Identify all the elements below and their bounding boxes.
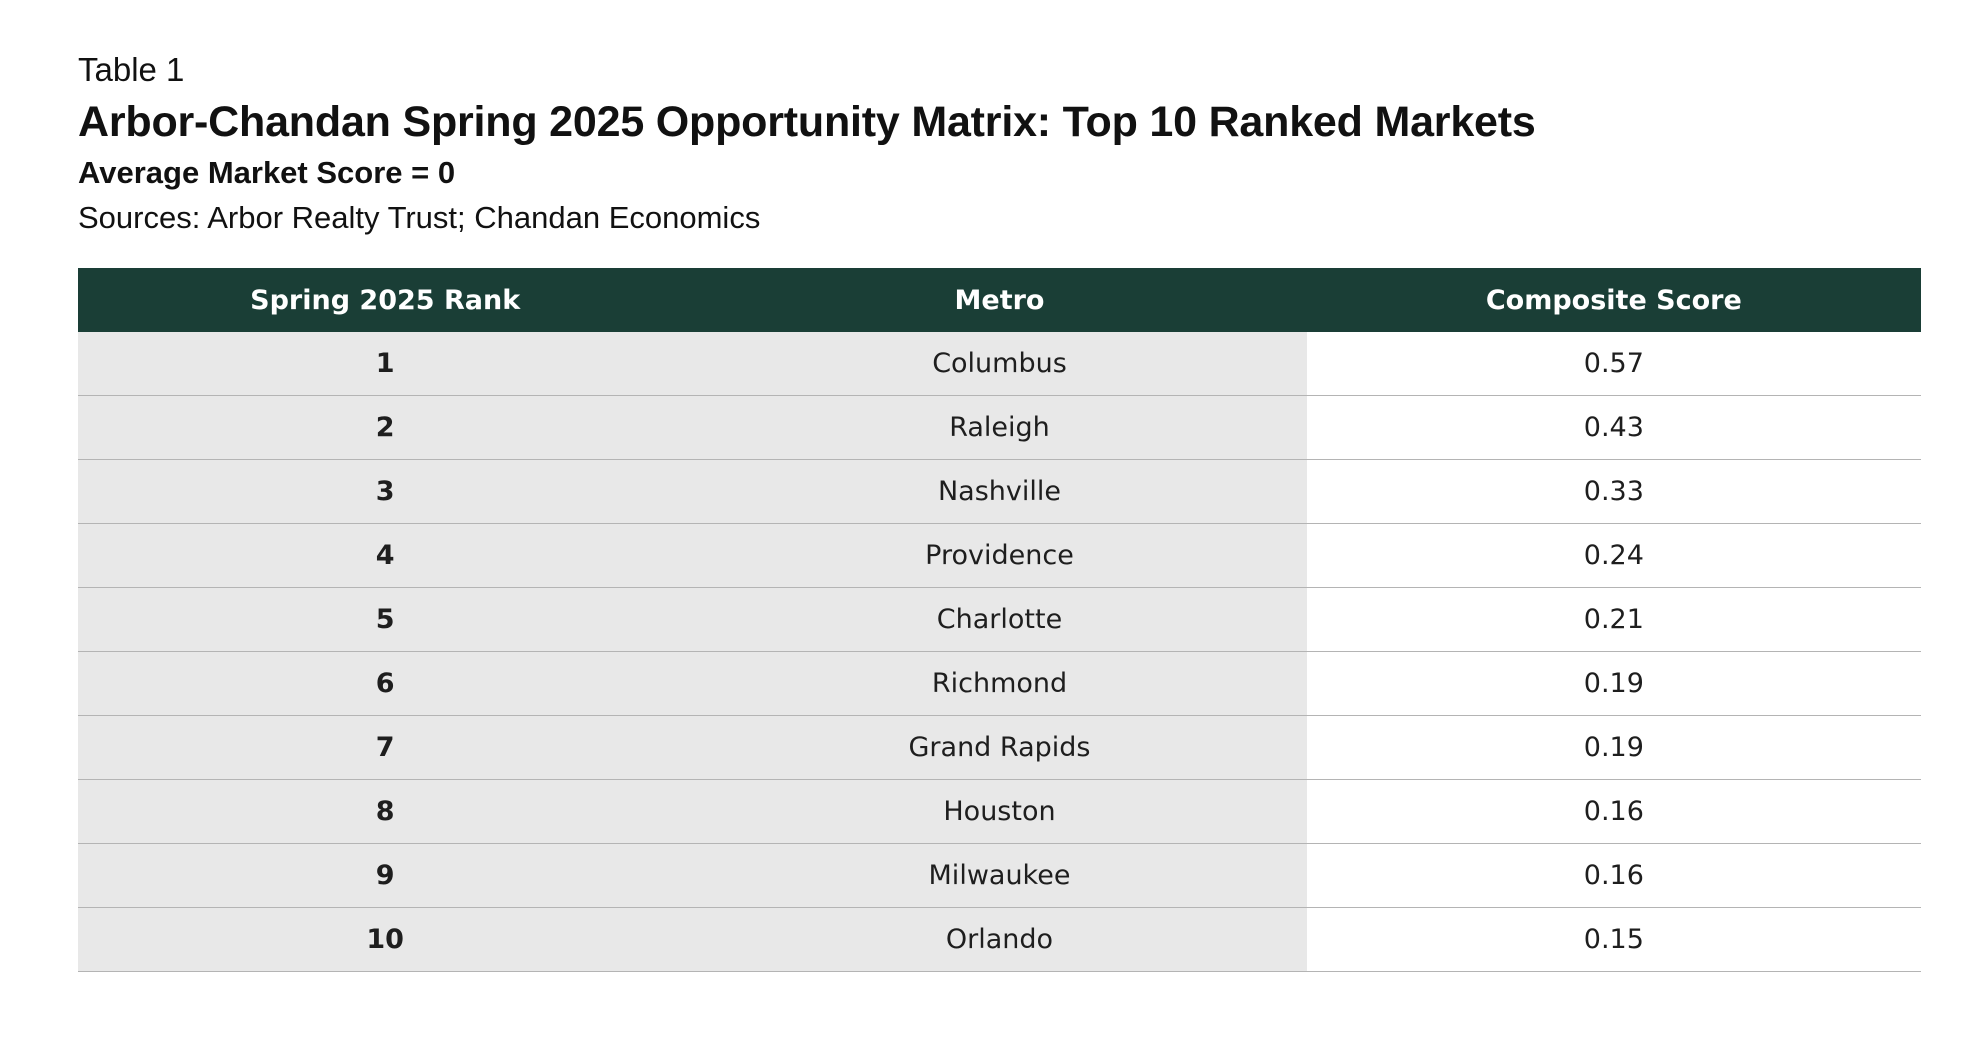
metro-cell: Milwaukee [692,843,1307,908]
rank-cell: 2 [78,395,693,460]
score-cell: 0.19 [1306,715,1921,780]
column-header-metro: Metro [692,268,1307,332]
header-row: Spring 2025 Rank Metro Composite Score [78,268,1921,332]
table-row: 8 Houston 0.16 [78,779,1921,844]
table-row: 4 Providence 0.24 [78,523,1921,588]
table-row: 6 Richmond 0.19 [78,651,1921,716]
table-row: 2 Raleigh 0.43 [78,395,1921,460]
score-cell: 0.16 [1306,779,1921,844]
metro-cell: Grand Rapids [692,715,1307,780]
metro-cell: Charlotte [692,587,1307,652]
metro-cell: Houston [692,779,1307,844]
rank-cell: 3 [78,459,693,524]
column-header-rank: Spring 2025 Rank [78,268,693,332]
table-row: 3 Nashville 0.33 [78,459,1921,524]
table-row: 1 Columbus 0.57 [78,332,1921,396]
rank-cell: 9 [78,843,693,908]
metro-cell: Nashville [692,459,1307,524]
table-row: 10 Orlando 0.15 [78,907,1921,972]
table-row: 9 Milwaukee 0.16 [78,843,1921,908]
score-cell: 0.24 [1306,523,1921,588]
metro-cell: Orlando [692,907,1307,972]
table-head: Spring 2025 Rank Metro Composite Score [78,268,1921,332]
metro-cell: Richmond [692,651,1307,716]
rankings-table: Spring 2025 Rank Metro Composite Score 1… [78,268,1921,972]
table-row: 7 Grand Rapids 0.19 [78,715,1921,780]
table-row: 5 Charlotte 0.21 [78,587,1921,652]
table-body: 1 Columbus 0.57 2 Raleigh 0.43 3 Nashvil… [78,332,1921,972]
table-header-block: Table 1 Arbor-Chandan Spring 2025 Opport… [78,46,1918,240]
score-cell: 0.57 [1306,332,1921,396]
rank-cell: 7 [78,715,693,780]
metro-cell: Columbus [692,332,1307,396]
metro-cell: Providence [692,523,1307,588]
rank-cell: 4 [78,523,693,588]
score-cell: 0.21 [1306,587,1921,652]
column-header-composite-score: Composite Score [1306,268,1921,332]
score-cell: 0.43 [1306,395,1921,460]
table-title: Arbor-Chandan Spring 2025 Opportunity Ma… [78,98,1536,146]
rank-cell: 5 [78,587,693,652]
score-cell: 0.16 [1306,843,1921,908]
score-cell: 0.15 [1306,907,1921,972]
score-cell: 0.19 [1306,651,1921,716]
table-sources: Sources: Arbor Realty Trust; Chandan Eco… [78,200,761,235]
score-cell: 0.33 [1306,459,1921,524]
metro-cell: Raleigh [692,395,1307,460]
table-subtitle: Average Market Score = 0 [78,155,456,190]
rank-cell: 6 [78,651,693,716]
rank-cell: 10 [78,907,693,972]
rank-cell: 1 [78,332,693,396]
rank-cell: 8 [78,779,693,844]
table-label: Table 1 [78,51,185,88]
rankings-table-container: Spring 2025 Rank Metro Composite Score 1… [78,268,1921,972]
